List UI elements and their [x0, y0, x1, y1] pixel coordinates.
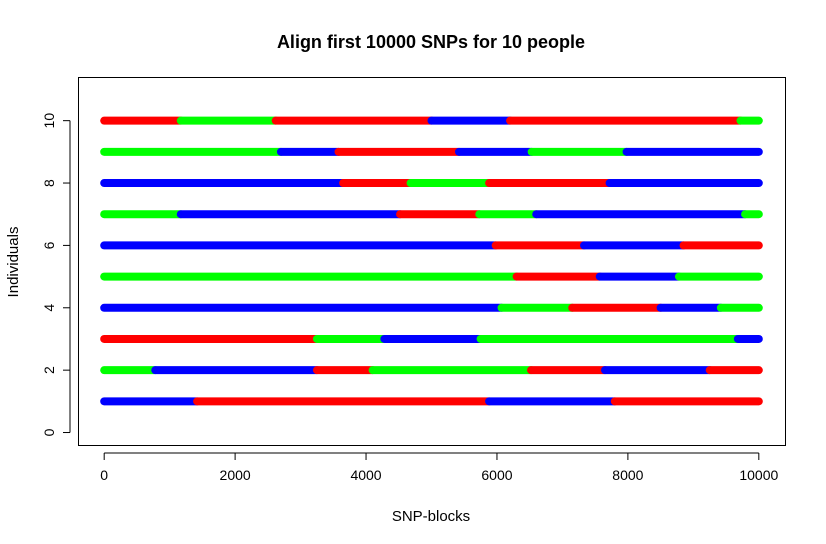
x-tick-label: 10000	[739, 467, 778, 483]
y-tick-label: 8	[41, 179, 57, 187]
x-tick-label: 2000	[220, 467, 251, 483]
x-axis: 0 2000 4000 6000 8000 10000	[100, 452, 778, 483]
x-axis-label: SNP-blocks	[392, 508, 470, 525]
y-tick-label: 6	[41, 241, 57, 249]
y-axis: 0 2 4 6 8 10	[41, 113, 71, 436]
y-axis-label: Individuals	[5, 227, 22, 298]
y-tick-label: 10	[41, 113, 57, 129]
y-tick-label: 4	[41, 304, 57, 312]
y-tick-label: 0	[41, 428, 57, 436]
x-tick-label: 8000	[612, 467, 643, 483]
x-tick-label: 6000	[481, 467, 512, 483]
x-tick-label: 0	[100, 467, 108, 483]
y-tick-label: 2	[41, 366, 57, 374]
plot-frame	[78, 77, 786, 446]
chart-title: Align first 10000 SNPs for 10 people	[277, 32, 585, 52]
x-tick-label: 4000	[350, 467, 381, 483]
segments-layer	[100, 116, 763, 406]
